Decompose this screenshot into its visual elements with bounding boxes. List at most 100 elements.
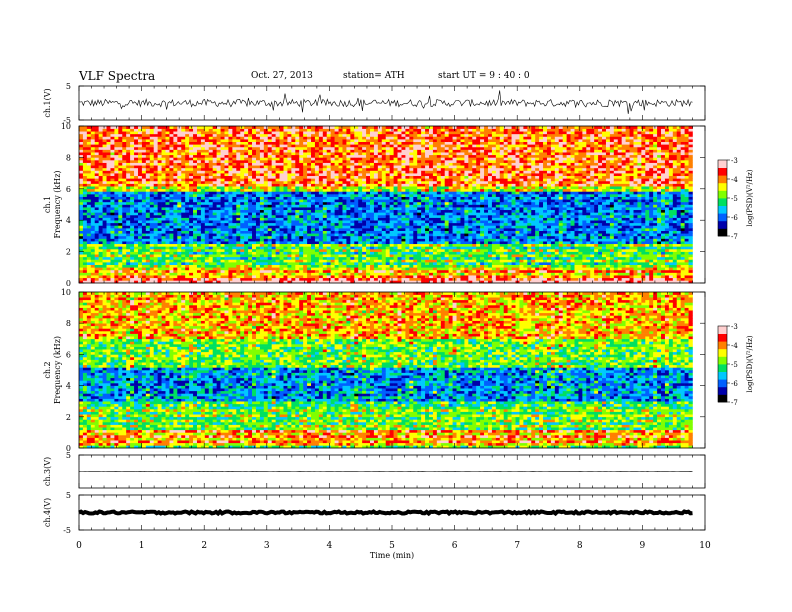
spectrogram-cell	[319, 168, 323, 171]
spectrogram-cell	[87, 144, 91, 147]
spectrogram-cell	[378, 134, 382, 137]
spectrogram-cell	[154, 246, 158, 249]
spectrogram-cell	[280, 252, 284, 255]
spectrogram-cell	[138, 228, 142, 231]
spectrogram-cell	[213, 218, 217, 221]
spectrogram-cell	[256, 189, 260, 192]
spectrogram-cell	[138, 231, 142, 234]
spectrogram-cell	[386, 218, 390, 221]
spectrogram-cell	[260, 186, 264, 189]
spectrogram-cell	[232, 207, 236, 210]
spectrogram-cell	[339, 228, 343, 231]
spectrogram-cell	[122, 186, 126, 189]
spectrogram-cell	[280, 152, 284, 155]
spectrogram-cell	[394, 205, 398, 208]
spectrogram-cell	[162, 273, 166, 276]
spectrogram-cell	[342, 181, 346, 184]
spectrogram-cell	[146, 231, 150, 234]
spectrogram-cell	[209, 265, 213, 268]
spectrogram-cell	[315, 131, 319, 134]
spectrogram-cell	[295, 181, 299, 184]
spectrogram-cell	[394, 184, 398, 187]
spectrogram-cell	[166, 210, 170, 213]
spectrogram-cell	[162, 191, 166, 194]
spectrogram-cell	[319, 129, 323, 132]
spectrogram-cell	[260, 220, 264, 223]
spectrogram-cell	[181, 176, 185, 179]
spectrogram-cell	[146, 150, 150, 153]
spectrogram-cell	[283, 131, 287, 134]
spectrogram-cell	[378, 254, 382, 257]
spectrogram-cell	[311, 170, 315, 173]
spectrogram-cell	[107, 246, 111, 249]
spectrogram-cell	[386, 239, 390, 242]
spectrogram-cell	[114, 207, 118, 210]
spectrogram-cell	[185, 270, 189, 273]
spectrogram-cell	[354, 262, 358, 265]
spectrogram-cell	[209, 176, 213, 179]
spectrogram-cell	[189, 176, 193, 179]
spectrogram-cell	[374, 205, 378, 208]
spectrogram-cell	[350, 241, 354, 244]
spectrogram-cell	[110, 160, 114, 163]
spectrogram-cell	[358, 275, 362, 278]
spectrogram-cell	[162, 170, 166, 173]
spectrogram-cell	[150, 218, 154, 221]
spectrogram-cell	[244, 129, 248, 132]
spectrogram-cell	[244, 233, 248, 236]
spectrogram-cell	[311, 194, 315, 197]
spectrogram-cell	[209, 142, 213, 145]
spectrogram-cell	[394, 246, 398, 249]
spectrogram-cell	[319, 131, 323, 134]
spectrogram-cell	[342, 194, 346, 197]
spectrogram-cell	[197, 249, 201, 252]
spectrogram-cell	[107, 163, 111, 166]
spectrogram-cell	[350, 212, 354, 215]
spectrogram-cell	[205, 262, 209, 265]
spectrogram-cell	[287, 223, 291, 226]
spectrogram-cell	[225, 139, 229, 142]
spectrogram-cell	[335, 239, 339, 242]
spectrogram-cell	[118, 210, 122, 213]
spectrogram-cell	[236, 244, 240, 247]
spectrogram-cell	[327, 184, 331, 187]
spectrogram-cell	[287, 197, 291, 200]
spectrogram-cell	[130, 139, 134, 142]
spectrogram-cell	[146, 275, 150, 278]
spectrogram-cell	[154, 129, 158, 132]
spectrogram-cell	[162, 244, 166, 247]
spectrogram-cell	[130, 131, 134, 134]
spectrogram-cell	[398, 239, 402, 242]
spectrogram-cell	[264, 275, 268, 278]
spectrogram-cell	[197, 267, 201, 270]
spectrogram-cell	[173, 147, 177, 150]
spectrogram-cell	[276, 160, 280, 163]
spectrogram-cell	[386, 194, 390, 197]
spectrogram-cell	[264, 246, 268, 249]
spectrogram-cell	[95, 212, 99, 215]
spectrogram-cell	[339, 129, 343, 132]
spectrogram-cell	[303, 244, 307, 247]
spectrogram-cell	[158, 241, 162, 244]
spectrogram-cell	[91, 131, 95, 134]
spectrogram-cell	[209, 189, 213, 192]
spectrogram-cell	[264, 254, 268, 257]
spectrogram-cell	[244, 205, 248, 208]
spectrogram-cell	[228, 184, 232, 187]
spectrogram-cell	[107, 212, 111, 215]
spectrogram-cell	[358, 131, 362, 134]
spectrogram-cell	[331, 265, 335, 268]
spectrogram-cell	[185, 210, 189, 213]
spectrogram-cell	[154, 184, 158, 187]
spectrogram-cell	[177, 220, 181, 223]
spectrogram-cell	[201, 181, 205, 184]
spectrogram-cell	[354, 178, 358, 181]
spectrogram-cell	[122, 129, 126, 132]
spectrogram-cell	[173, 244, 177, 247]
spectrogram-cell	[386, 212, 390, 215]
spectrogram-cell	[173, 197, 177, 200]
spectrogram-cell	[327, 252, 331, 255]
spectrogram-cell	[378, 139, 382, 142]
spectrogram-cell	[291, 157, 295, 160]
spectrogram-cell	[358, 246, 362, 249]
